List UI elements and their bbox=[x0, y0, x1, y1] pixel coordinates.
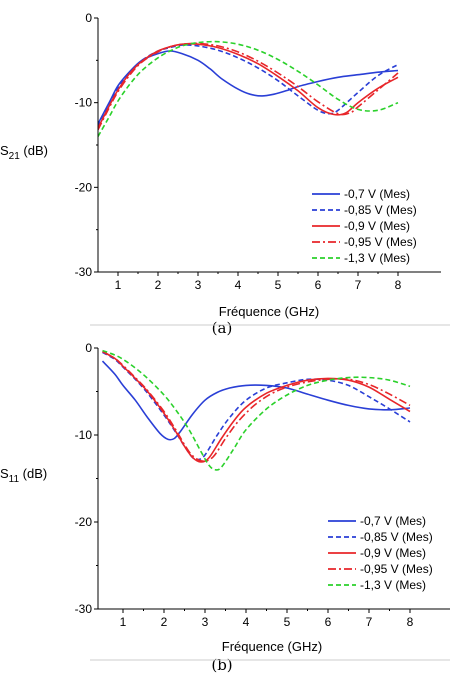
x-tick-label: 1 bbox=[115, 278, 122, 292]
legend-b: -0,7 V (Mes) -0,85 V (Mes) -0,9 V (Mes) -0,… bbox=[328, 514, 433, 592]
legend-label: -1,3 V (Mes) bbox=[360, 578, 426, 592]
x-tick-label: 6 bbox=[325, 615, 332, 629]
series-line-3 bbox=[102, 350, 411, 462]
y-tick-label: -20 bbox=[75, 515, 93, 529]
x-tick-label: 1 bbox=[120, 615, 127, 629]
chart-panel-b: 1 2 3 4 5 6 7 8 0 -10 -20 -30 Fréquence (GHz) S11 … bbox=[0, 341, 450, 654]
x-axis-title-a: Fréquence (GHz) bbox=[219, 304, 319, 319]
series-line-4 bbox=[98, 40, 399, 137]
legend-label: -0,85 V (Mes) bbox=[344, 203, 417, 217]
x-tick-label: 7 bbox=[366, 615, 373, 629]
series-line-1 bbox=[98, 44, 399, 127]
chart-panel-a: 1 2 3 4 5 6 7 8 0 -10 -20 -30 Fréquence (GHz) S21 … bbox=[0, 11, 441, 319]
y-axis-title-a: S21 (dB) bbox=[0, 143, 48, 162]
legend-label: -0,9 V (Mes) bbox=[360, 546, 426, 560]
y-tick-label: -30 bbox=[75, 265, 93, 279]
series-line-2 bbox=[98, 43, 399, 129]
y-axis-title-unit-b: (dB) bbox=[19, 466, 47, 481]
series-line-1 bbox=[102, 351, 411, 461]
legend-label: -0,95 V (Mes) bbox=[360, 562, 433, 576]
x-tick-label: 4 bbox=[235, 278, 242, 292]
series-line-0 bbox=[101, 360, 411, 441]
x-tick-label: 8 bbox=[407, 615, 414, 629]
legend-label: -1,3 V (Mes) bbox=[344, 251, 410, 265]
y-axis-title-b: S11 (dB) bbox=[0, 466, 47, 485]
caption-a: (a) bbox=[212, 319, 233, 337]
y-tick-label: -10 bbox=[75, 96, 93, 110]
y-tick-label: 0 bbox=[85, 341, 92, 355]
legend-label: -0,7 V (Mes) bbox=[360, 514, 426, 528]
legend-label: -0,7 V (Mes) bbox=[344, 187, 410, 201]
y-ticks-b: 0 -10 -20 -30 bbox=[75, 341, 98, 616]
x-tick-label: 8 bbox=[395, 278, 402, 292]
x-tick-label: 6 bbox=[315, 278, 322, 292]
y-axis-title-unit-a: (dB) bbox=[20, 143, 48, 158]
caption-b: (b) bbox=[211, 656, 232, 674]
y-axis-title-sub-a: 21 bbox=[9, 151, 21, 162]
x-tick-label: 5 bbox=[275, 278, 282, 292]
y-tick-label: -20 bbox=[75, 180, 93, 194]
series-line-4 bbox=[102, 349, 411, 471]
x-ticks-a: 1 2 3 4 5 6 7 8 bbox=[115, 272, 402, 292]
y-axis-title-sub-b: 11 bbox=[9, 474, 20, 485]
x-tick-label: 2 bbox=[161, 615, 168, 629]
plot-lines-b bbox=[101, 349, 411, 471]
plot-lines-a bbox=[98, 40, 399, 137]
y-axis-title-main-b: S bbox=[0, 466, 9, 481]
x-tick-label: 7 bbox=[355, 278, 362, 292]
x-tick-label: 3 bbox=[195, 278, 202, 292]
legend-label: -0,9 V (Mes) bbox=[344, 219, 410, 233]
y-ticks-a: 0 -10 -20 -30 bbox=[75, 11, 98, 279]
legend-label: -0,95 V (Mes) bbox=[344, 235, 417, 249]
series-line-3 bbox=[98, 42, 399, 131]
series-line-2 bbox=[102, 350, 411, 463]
y-tick-label: -10 bbox=[75, 428, 93, 442]
x-axis-title-b: Fréquence (GHz) bbox=[222, 639, 322, 654]
y-tick-label: 0 bbox=[85, 11, 92, 25]
legend-a: -0,7 V (Mes) -0,85 V (Mes) -0,9 V (Mes) -0,… bbox=[312, 187, 417, 265]
y-axis-title-main-a: S bbox=[0, 143, 9, 158]
x-tick-label: 3 bbox=[202, 615, 209, 629]
y-tick-label: -30 bbox=[75, 602, 93, 616]
x-tick-label: 2 bbox=[155, 278, 162, 292]
x-tick-label: 5 bbox=[284, 615, 291, 629]
x-tick-label: 4 bbox=[243, 615, 250, 629]
legend-label: -0,85 V (Mes) bbox=[360, 530, 433, 544]
x-ticks-b: 1 2 3 4 5 6 7 8 bbox=[120, 609, 414, 629]
